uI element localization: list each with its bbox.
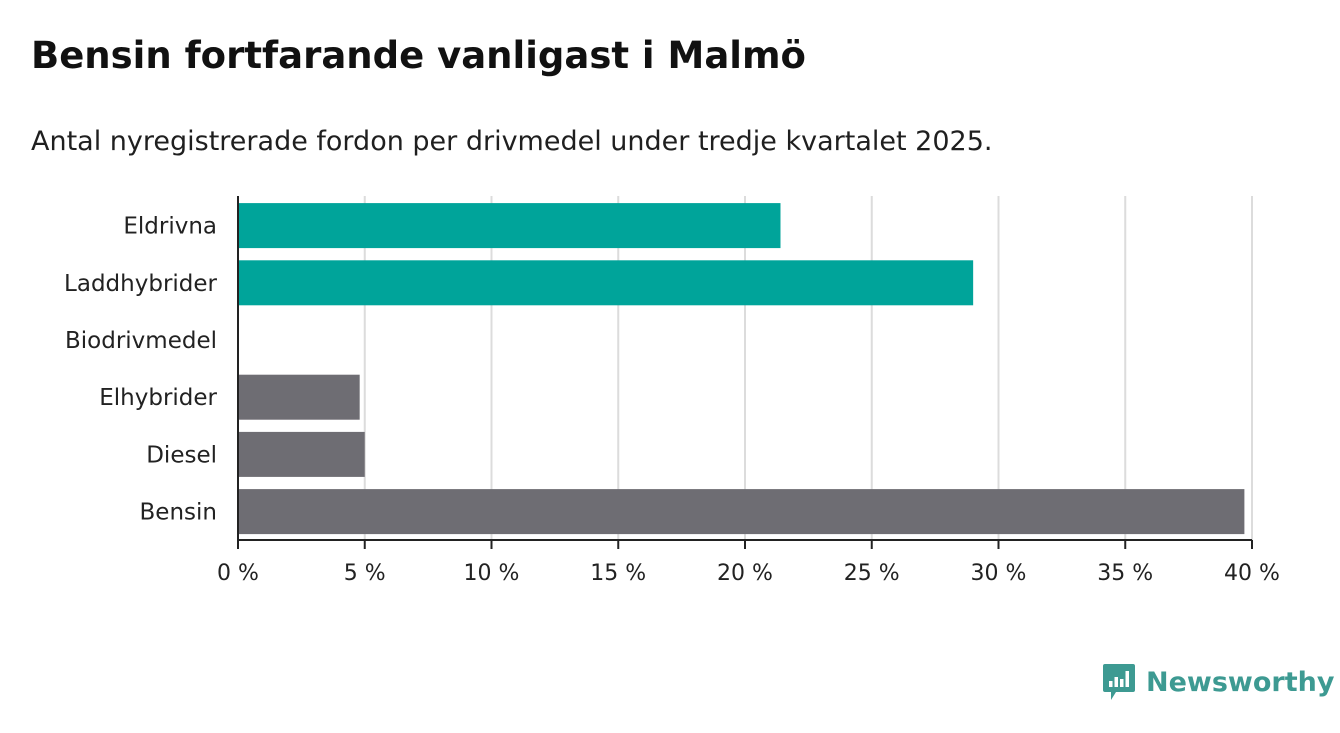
- x-tick-label-6: 30 %: [971, 561, 1027, 586]
- x-tick-label-3: 15 %: [590, 561, 646, 586]
- x-tick-label-7: 35 %: [1097, 561, 1153, 586]
- category-label-eldrivna: Eldrivna: [123, 214, 217, 240]
- category-label-biodrivmedel: Biodrivmedel: [65, 328, 217, 354]
- chart-subtitle: Antal nyregistrerade fordon per drivmede…: [31, 126, 993, 157]
- category-label-diesel: Diesel: [146, 442, 217, 468]
- x-tick-label-0: 0 %: [217, 561, 259, 586]
- newsworthy-logo-text: Newsworthy: [1146, 666, 1335, 698]
- x-tick-label-8: 40 %: [1224, 561, 1280, 586]
- category-label-bensin: Bensin: [140, 500, 217, 526]
- chart-title: Bensin fortfarande vanligast i Malmö: [31, 34, 806, 77]
- bar-bensin: [238, 489, 1245, 535]
- bar-eldrivna: [238, 203, 781, 249]
- bar-diesel: [238, 431, 365, 477]
- bar-elhybrider: [238, 374, 360, 420]
- x-tick-label-4: 20 %: [717, 561, 773, 586]
- bar-laddhybrider: [238, 260, 974, 306]
- newsworthy-logo-icon: [1103, 664, 1135, 700]
- x-tick-label-2: 10 %: [464, 561, 520, 586]
- x-tick-label-1: 5 %: [344, 561, 386, 586]
- category-label-laddhybrider: Laddhybrider: [64, 271, 217, 297]
- newsworthy-logo: Newsworthy: [1102, 662, 1334, 702]
- x-tick-label-5: 25 %: [844, 561, 900, 586]
- category-label-elhybrider: Elhybrider: [99, 385, 217, 411]
